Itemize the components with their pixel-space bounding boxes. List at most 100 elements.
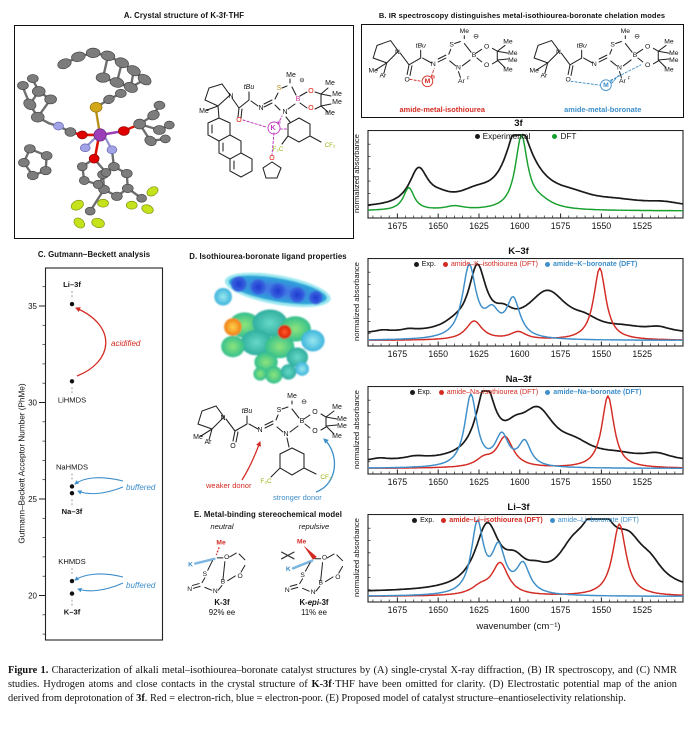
svg-text:LiHMDS: LiHMDS [58, 395, 86, 404]
spectrum-li-3f: Li–3f normalized absorbance Exp. amide–Li… [352, 502, 685, 618]
legend-dot-icon [549, 517, 555, 523]
legend-entry: Exp. [412, 516, 434, 524]
svg-text:Me: Me [332, 404, 342, 411]
svg-text:35: 35 [28, 302, 37, 311]
svg-text:1525: 1525 [632, 349, 652, 359]
svg-text:N: N [285, 587, 290, 594]
svg-text:stronger donor: stronger donor [273, 493, 322, 502]
svg-text:N: N [213, 588, 218, 595]
legend-dot-icon [412, 517, 418, 523]
panel-c-title: C. Gutmann–Beckett analysis [37, 250, 151, 259]
spectrum-title: K–3f [508, 246, 529, 257]
svg-text:B: B [221, 579, 226, 586]
svg-text:Me: Me [325, 80, 335, 87]
svg-text:O: O [224, 554, 229, 561]
svg-text:Me: Me [199, 108, 209, 115]
spectrum-na-3f: Na–3f normalized absorbance Exp. amide–Na… [352, 374, 685, 490]
ee-value: 11% ee [301, 608, 327, 617]
svg-text:⊖: ⊖ [473, 34, 479, 41]
plot-area: 1675 1650 1625 1600 1575 1550 1525 [367, 386, 684, 487]
svg-text:tBu: tBu [576, 42, 586, 49]
legend-entry: amide–K–boronate (DFT) [544, 260, 637, 268]
svg-text:B: B [300, 418, 305, 425]
plot-area: 1675 1650 1625 1600 1575 1550 1525 [367, 130, 684, 231]
svg-text:N: N [556, 49, 561, 56]
svg-text:N: N [395, 49, 400, 56]
mode-label-boronate: amide-metal-boronate [564, 105, 642, 114]
svg-text:1575: 1575 [551, 349, 571, 359]
svg-text:O: O [322, 555, 327, 562]
svg-text:F₃C: F₃C [260, 478, 272, 485]
svg-text:1525: 1525 [632, 221, 652, 231]
svg-text:O: O [405, 76, 410, 83]
svg-text:buffered: buffered [126, 483, 156, 492]
svg-text:K: K [270, 125, 275, 132]
svg-text:N: N [283, 431, 288, 438]
svg-text:Me: Me [664, 67, 674, 74]
svg-text:O: O [484, 62, 489, 69]
legend-entry: amide–Na–isothiourea (DFT) [438, 388, 538, 396]
svg-text:O: O [308, 105, 314, 112]
legend-entry: amide–Na–boronate (DFT) [545, 388, 641, 396]
svg-text:Me: Me [287, 393, 297, 400]
svg-text:Me: Me [664, 38, 674, 45]
legend: Exp. amide–Na–isothiourea (DFT) amide–Na–b… [369, 388, 682, 396]
svg-text:N: N [456, 65, 461, 72]
svg-text:O: O [484, 43, 489, 50]
svg-text:CF₃: CF₃ [325, 143, 336, 149]
svg-text:Me: Me [669, 57, 679, 64]
svg-text:1675: 1675 [388, 349, 408, 359]
legend-dot-icon [474, 134, 480, 139]
legend-dot-icon [441, 517, 447, 523]
svg-text:Me: Me [369, 68, 379, 75]
svg-text:NaHMDS: NaHMDS [56, 462, 88, 471]
svg-text:1525: 1525 [632, 477, 652, 487]
model-name: K-3f [214, 598, 230, 607]
svg-text:CF₃: CF₃ [320, 474, 332, 481]
svg-text:1575: 1575 [551, 477, 571, 487]
svg-text:Me: Me [332, 99, 342, 106]
svg-text:N: N [228, 93, 233, 100]
svg-text:1600: 1600 [510, 477, 530, 487]
svg-text:⊕: ⊕ [609, 78, 613, 84]
svg-text:Me: Me [460, 28, 470, 35]
model-repulsive: repulsive K S B N N O O Me K-epi-3f 11% ee [273, 522, 355, 617]
panel-a-title: A. Crystal structure of K-3f·THF [123, 11, 245, 20]
electrostatic-potential-map [214, 272, 331, 384]
svg-text:1600: 1600 [510, 349, 530, 359]
mode-label: repulsive [298, 522, 330, 531]
svg-text:⊖: ⊖ [634, 34, 640, 41]
svg-text:B: B [472, 52, 477, 59]
legend-entry: amide–K–isothiourea (DFT) [442, 260, 538, 268]
svg-text:N: N [617, 65, 622, 72]
svg-text:⊖: ⊖ [301, 399, 307, 406]
svg-text:1650: 1650 [428, 221, 448, 231]
chelation-mode-boronate: N O Me Ar tBu N S Me ⊖ B N O O Me Me Me Me Ar F M ⊕ amide-me… [523, 25, 684, 117]
svg-text:20: 20 [28, 592, 37, 601]
legend-entry: amide–Li–boronate (DFT) [549, 516, 639, 524]
svg-text:1550: 1550 [592, 349, 612, 359]
svg-text:Me: Me [503, 67, 513, 74]
svg-text:Me: Me [337, 423, 347, 430]
svg-text:1650: 1650 [428, 477, 448, 487]
svg-text:buffered: buffered [126, 581, 156, 590]
svg-text:B: B [318, 580, 323, 587]
svg-text:O: O [312, 409, 318, 416]
panel-b-title: B. IR spectroscopy distinguishes metal-i… [378, 11, 666, 20]
legend-entry: DFT [552, 132, 576, 141]
svg-text:⊕: ⊕ [277, 120, 281, 126]
svg-text:1550: 1550 [592, 221, 612, 231]
svg-text:1600: 1600 [510, 605, 530, 615]
svg-text:S: S [610, 41, 615, 48]
svg-text:1675: 1675 [388, 605, 408, 615]
svg-text:Me: Me [216, 540, 226, 547]
svg-text:O: O [312, 428, 318, 435]
